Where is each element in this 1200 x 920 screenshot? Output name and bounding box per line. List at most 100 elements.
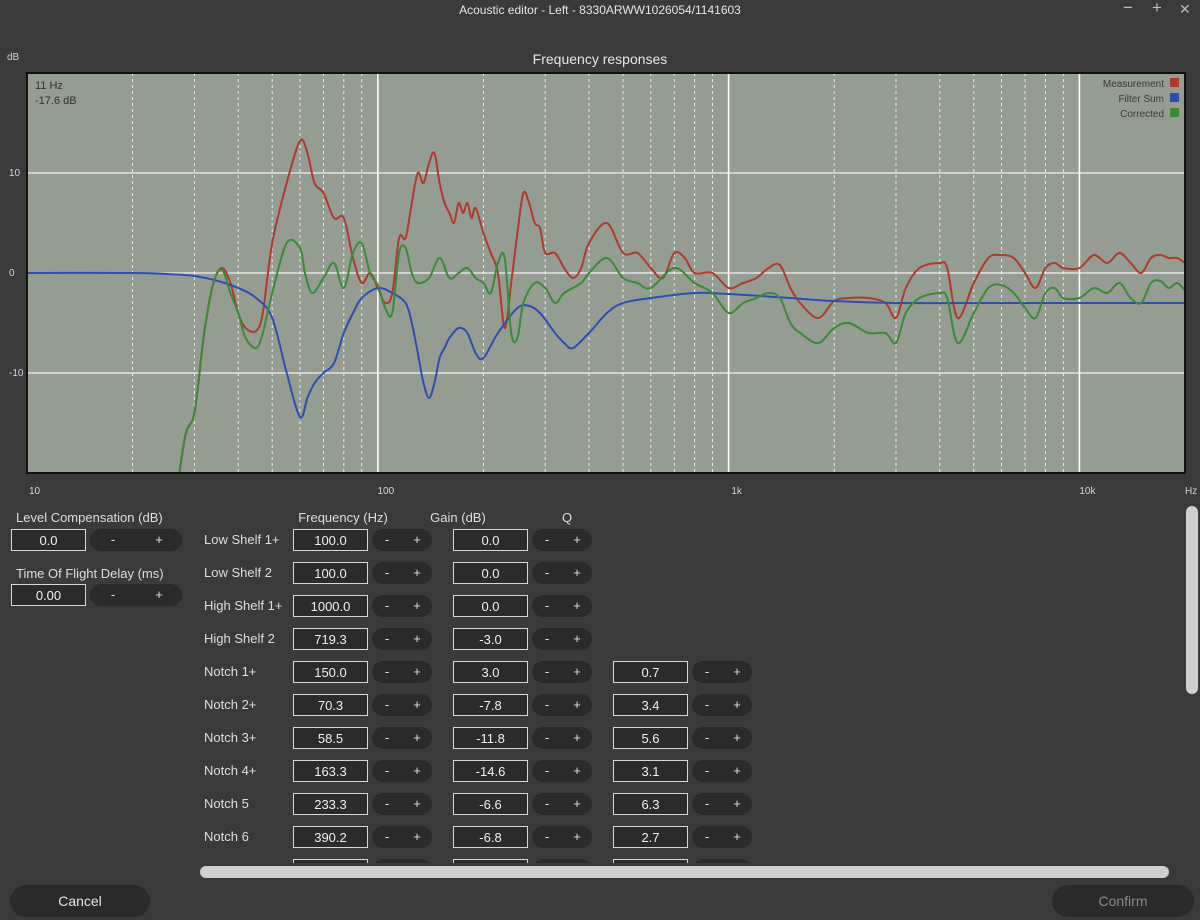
decrement-button[interactable]: - — [544, 631, 550, 646]
decrement-button[interactable]: - — [704, 697, 710, 712]
frequency-input[interactable] — [293, 628, 368, 650]
frequency-input[interactable] — [293, 595, 368, 617]
decrement-button[interactable]: - — [544, 664, 550, 679]
q-input[interactable] — [613, 760, 688, 782]
decrement-button[interactable]: - — [372, 859, 402, 863]
frequency-input[interactable] — [293, 562, 368, 584]
frequency-input[interactable] — [293, 661, 368, 683]
q-stepper[interactable]: -+ — [692, 727, 752, 749]
increment-button[interactable]: + — [733, 730, 741, 745]
gain-input[interactable] — [453, 826, 528, 848]
frequency-stepper[interactable]: -+ — [372, 694, 432, 716]
gain-stepper[interactable]: -+ — [532, 661, 592, 683]
gain-stepper[interactable]: -+ — [532, 826, 592, 848]
increment-button[interactable]: + — [573, 565, 581, 580]
increment-button[interactable]: + — [573, 730, 581, 745]
horizontal-scrollbar[interactable] — [200, 866, 1169, 878]
gain-stepper[interactable]: -+ — [532, 595, 592, 617]
frequency-stepper[interactable]: -+ — [372, 562, 432, 584]
increment-button[interactable]: + — [573, 796, 581, 811]
q-input[interactable] — [613, 859, 688, 863]
decrement-button[interactable]: - — [532, 859, 562, 863]
increment-button[interactable]: + — [573, 763, 581, 778]
gain-stepper[interactable]: -+ — [532, 562, 592, 584]
q-stepper[interactable]: -+ — [692, 694, 752, 716]
increment-button[interactable]: + — [573, 598, 581, 613]
frequency-input[interactable] — [293, 529, 368, 551]
increment-button[interactable]: + — [402, 859, 432, 863]
gain-stepper[interactable]: -+ — [532, 760, 592, 782]
q-stepper[interactable]: -+ — [692, 661, 752, 683]
decrement-button[interactable]: - — [384, 697, 390, 712]
frequency-stepper[interactable]: -+ — [372, 661, 432, 683]
decrement-button[interactable]: - — [544, 763, 550, 778]
time-of-flight-stepper[interactable]: - + — [90, 584, 182, 606]
decrement-button[interactable]: - — [544, 565, 550, 580]
decrement-button[interactable]: - — [704, 829, 710, 844]
gain-input[interactable] — [453, 529, 528, 551]
gain-stepper[interactable]: -+ — [532, 727, 592, 749]
increment-button[interactable]: + — [573, 532, 581, 547]
decrement-button[interactable]: - — [110, 587, 116, 602]
decrement-button[interactable]: - — [384, 631, 390, 646]
gain-input[interactable] — [453, 661, 528, 683]
time-of-flight-input[interactable] — [11, 584, 86, 606]
q-input[interactable] — [613, 694, 688, 716]
frequency-stepper[interactable]: -+ — [372, 529, 432, 551]
decrement-button[interactable]: - — [384, 763, 390, 778]
decrement-button[interactable]: - — [384, 829, 390, 844]
gain-input[interactable] — [453, 562, 528, 584]
vertical-scrollbar[interactable] — [1186, 506, 1198, 694]
frequency-input[interactable] — [293, 727, 368, 749]
maximize-icon[interactable]: + — [1152, 0, 1162, 17]
gain-input[interactable] — [453, 727, 528, 749]
frequency-stepper[interactable]: -+ — [372, 595, 432, 617]
decrement-button[interactable]: - — [544, 730, 550, 745]
level-compensation-stepper[interactable]: - + — [90, 529, 182, 551]
decrement-button[interactable]: - — [544, 532, 550, 547]
decrement-button[interactable]: - — [692, 859, 722, 863]
decrement-button[interactable]: - — [384, 730, 390, 745]
frequency-stepper[interactable]: -+ — [372, 760, 432, 782]
q-stepper[interactable]: -+ — [692, 826, 752, 848]
gain-stepper[interactable]: -+ — [532, 628, 592, 650]
q-input[interactable] — [613, 793, 688, 815]
increment-button[interactable]: + — [413, 829, 421, 844]
increment-button[interactable]: + — [733, 664, 741, 679]
increment-button[interactable]: + — [155, 587, 163, 602]
q-input[interactable] — [613, 727, 688, 749]
decrement-button[interactable]: - — [384, 565, 390, 580]
frequency-input[interactable] — [293, 826, 368, 848]
decrement-button[interactable]: - — [704, 796, 710, 811]
level-compensation-input[interactable] — [11, 529, 86, 551]
decrement-button[interactable]: - — [544, 829, 550, 844]
increment-button[interactable]: + — [155, 532, 163, 547]
decrement-button[interactable]: - — [544, 697, 550, 712]
gain-input[interactable] — [453, 760, 528, 782]
gain-input[interactable] — [453, 694, 528, 716]
q-stepper[interactable]: -+ — [692, 760, 752, 782]
increment-button[interactable]: + — [573, 631, 581, 646]
increment-button[interactable]: + — [413, 565, 421, 580]
decrement-button[interactable]: - — [384, 532, 390, 547]
increment-button[interactable]: + — [733, 796, 741, 811]
increment-button[interactable]: + — [733, 697, 741, 712]
q-stepper[interactable]: -+ — [692, 793, 752, 815]
gain-stepper[interactable]: -+ — [532, 694, 592, 716]
decrement-button[interactable]: - — [704, 730, 710, 745]
cancel-button[interactable]: Cancel — [10, 885, 150, 917]
close-icon[interactable]: ✕ — [1179, 1, 1191, 17]
gain-stepper[interactable]: -+ — [532, 529, 592, 551]
increment-button[interactable]: + — [573, 697, 581, 712]
increment-button[interactable]: + — [413, 697, 421, 712]
decrement-button[interactable]: - — [544, 598, 550, 613]
increment-button[interactable]: + — [413, 598, 421, 613]
decrement-button[interactable]: - — [704, 664, 710, 679]
increment-button[interactable]: + — [722, 859, 752, 863]
increment-button[interactable]: + — [733, 763, 741, 778]
frequency-input[interactable] — [293, 859, 368, 863]
gain-stepper[interactable]: -+ — [532, 859, 592, 863]
confirm-button[interactable]: Confirm — [1052, 885, 1194, 917]
gain-stepper[interactable]: -+ — [532, 793, 592, 815]
